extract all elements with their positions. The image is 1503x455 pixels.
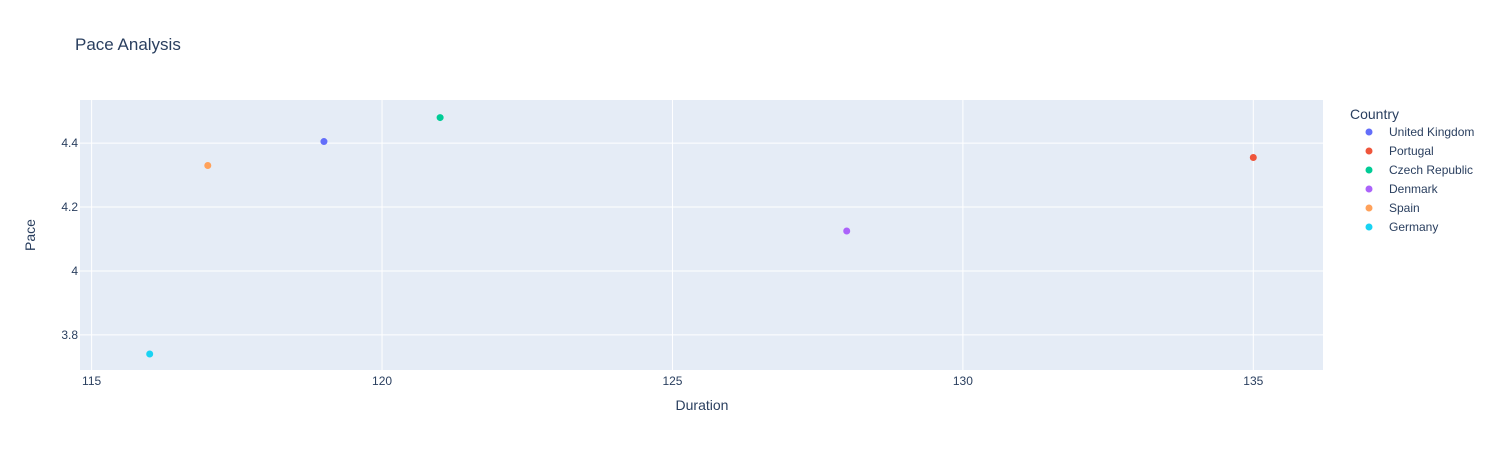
legend-title: Country bbox=[1350, 106, 1399, 122]
legend-marker bbox=[1365, 223, 1373, 231]
x-tick-label: 115 bbox=[82, 374, 101, 388]
y-tick-label: 3.8 bbox=[61, 328, 78, 342]
legend-item[interactable]: Denmark bbox=[1365, 182, 1439, 196]
legend-marker bbox=[1365, 147, 1373, 155]
data-point[interactable] bbox=[436, 114, 444, 122]
legend-label: United Kingdom bbox=[1389, 125, 1474, 139]
legend-item[interactable]: Germany bbox=[1365, 220, 1439, 234]
legend-item[interactable]: Czech Republic bbox=[1365, 163, 1474, 177]
plot-area bbox=[80, 100, 1323, 370]
legend-marker bbox=[1365, 185, 1373, 193]
legend-label: Czech Republic bbox=[1389, 163, 1473, 177]
data-point[interactable] bbox=[320, 138, 328, 146]
y-tick-label: 4.2 bbox=[61, 200, 78, 214]
x-axis-label: Duration bbox=[676, 397, 729, 413]
legend-marker bbox=[1365, 204, 1373, 212]
legend-label: Portugal bbox=[1389, 144, 1434, 158]
data-point[interactable] bbox=[204, 162, 212, 170]
chart-title: Pace Analysis bbox=[75, 35, 181, 54]
legend-label: Denmark bbox=[1389, 182, 1439, 196]
data-point[interactable] bbox=[146, 350, 154, 358]
legend-label: Spain bbox=[1389, 201, 1420, 215]
y-axis-label: Pace bbox=[22, 219, 38, 251]
legend-item[interactable]: United Kingdom bbox=[1365, 125, 1475, 139]
x-tick-label: 125 bbox=[662, 374, 682, 388]
x-tick-label: 135 bbox=[1243, 374, 1263, 388]
data-point[interactable] bbox=[843, 227, 851, 235]
legend-item[interactable]: Spain bbox=[1365, 201, 1420, 215]
legend-label: Germany bbox=[1389, 220, 1438, 234]
y-tick-label: 4.4 bbox=[61, 136, 78, 150]
x-tick-label: 130 bbox=[953, 374, 973, 388]
legend-item[interactable]: Portugal bbox=[1365, 144, 1434, 158]
x-tick-label: 120 bbox=[372, 374, 392, 388]
data-point[interactable] bbox=[1249, 154, 1257, 162]
y-tick-label: 4 bbox=[71, 264, 78, 278]
legend-marker bbox=[1365, 166, 1373, 174]
legend-marker bbox=[1365, 128, 1373, 136]
